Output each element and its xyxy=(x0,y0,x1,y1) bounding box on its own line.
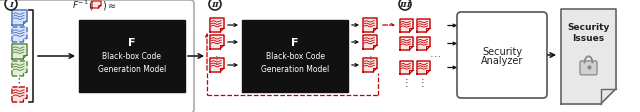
Text: Black-box Code: Black-box Code xyxy=(266,52,324,61)
Polygon shape xyxy=(561,10,616,104)
Polygon shape xyxy=(400,61,413,74)
Polygon shape xyxy=(210,58,224,72)
Text: )$\approx$: )$\approx$ xyxy=(102,0,117,11)
Text: Generation Model: Generation Model xyxy=(98,65,166,74)
Text: F: F xyxy=(291,37,299,47)
FancyBboxPatch shape xyxy=(457,13,547,98)
FancyBboxPatch shape xyxy=(0,1,194,112)
Text: ⋮: ⋮ xyxy=(365,55,375,64)
Text: ⋮: ⋮ xyxy=(212,55,222,64)
Polygon shape xyxy=(417,61,430,74)
Polygon shape xyxy=(12,61,27,76)
Polygon shape xyxy=(363,58,377,72)
Polygon shape xyxy=(12,11,27,26)
Text: Issues: Issues xyxy=(572,34,605,43)
Text: (: ( xyxy=(88,0,92,10)
Polygon shape xyxy=(12,28,27,43)
Polygon shape xyxy=(12,45,27,59)
Bar xyxy=(79,21,185,92)
Polygon shape xyxy=(417,38,430,51)
Text: ⋮: ⋮ xyxy=(401,77,411,87)
Text: $F^{-1}$: $F^{-1}$ xyxy=(72,0,89,11)
Text: Security: Security xyxy=(482,47,522,56)
Polygon shape xyxy=(400,38,413,51)
Polygon shape xyxy=(210,36,224,50)
Text: Black-box Code: Black-box Code xyxy=(102,52,161,61)
Text: ⋮: ⋮ xyxy=(13,77,25,90)
Polygon shape xyxy=(12,87,27,102)
Text: Generation Model: Generation Model xyxy=(261,65,329,74)
Text: F: F xyxy=(128,37,136,47)
Text: II: II xyxy=(211,1,219,9)
Text: III: III xyxy=(399,1,411,9)
Text: Security: Security xyxy=(567,22,610,31)
Polygon shape xyxy=(363,19,377,33)
Polygon shape xyxy=(417,20,430,33)
Text: Analyzer: Analyzer xyxy=(481,56,523,65)
FancyBboxPatch shape xyxy=(580,61,597,75)
Text: …: … xyxy=(429,49,440,58)
Polygon shape xyxy=(210,19,224,33)
Text: ⋮: ⋮ xyxy=(418,77,428,87)
Circle shape xyxy=(5,0,17,11)
Bar xyxy=(242,21,348,92)
Circle shape xyxy=(209,0,221,11)
Polygon shape xyxy=(363,36,377,50)
Circle shape xyxy=(399,0,411,11)
Polygon shape xyxy=(400,20,413,33)
Text: I: I xyxy=(9,1,13,9)
Polygon shape xyxy=(92,2,101,9)
